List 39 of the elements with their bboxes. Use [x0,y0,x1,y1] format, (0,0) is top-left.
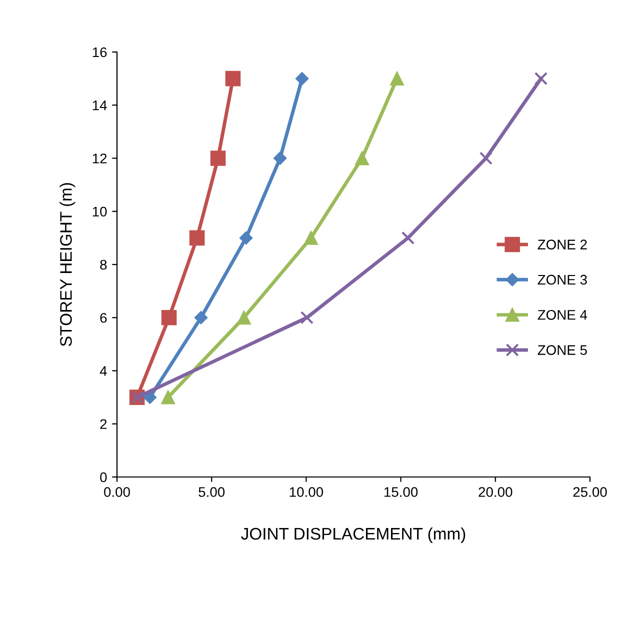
x-tick-label: 5.00 [198,487,225,497]
x-tick-label: 25.00 [573,487,607,497]
point [534,72,548,86]
y-tick-label: 0 [100,472,107,482]
y-tick-label: 6 [100,312,107,323]
y-tick-label: 2 [100,419,107,429]
point [239,231,253,245]
y-tick-label: 10 [92,206,107,217]
point [161,310,177,326]
point [274,152,287,165]
point [237,310,251,325]
point [194,311,208,324]
y-axis-title: STOREY HEIGHT (m) [60,183,76,346]
x-tick-label: 10.00 [290,487,324,497]
x-axis-title: JOINT DISPLACEMENT (mm) [241,527,466,543]
x-tick-label: 20.00 [478,487,512,497]
point [390,72,404,86]
y-tick-label: 14 [92,100,107,110]
point [304,230,318,245]
point [300,311,314,324]
point [355,151,369,166]
legend-label: ZONE 4 [538,310,588,320]
point [295,72,309,86]
point [143,390,157,404]
legend-label: ZONE 3 [538,274,587,285]
point [210,150,226,166]
point [401,231,415,245]
point [225,70,241,86]
legend-label: ZONE 5 [538,345,587,355]
point [161,390,176,404]
y-tick-label: 8 [100,260,107,270]
x-tick-label: 15.00 [384,487,418,497]
y-tick-label: 12 [92,154,107,164]
y-tick-label: 4 [100,366,107,376]
y-tick-label: 16 [92,47,107,58]
x-tick-label: 0.00 [104,487,130,497]
legend-label: ZONE 2 [538,240,587,250]
point [189,230,205,246]
point [479,152,493,165]
